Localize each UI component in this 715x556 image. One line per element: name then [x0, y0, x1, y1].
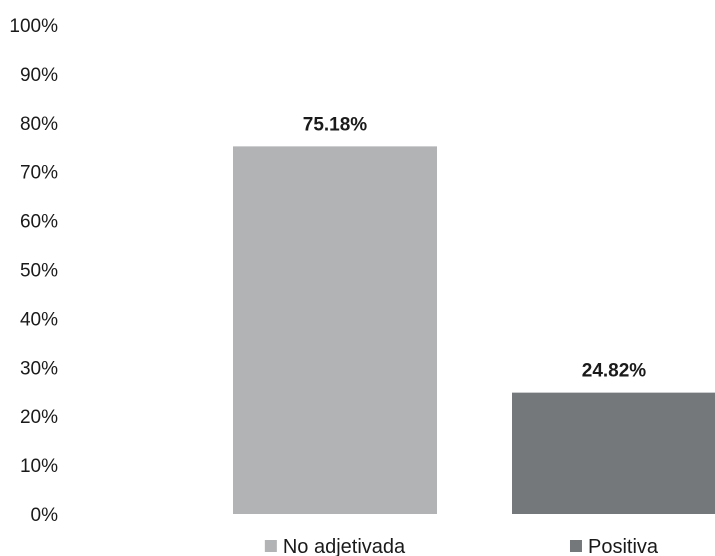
data-labels: 75.18% 24.82% [303, 114, 647, 381]
legend-label: No adjetivada [283, 536, 406, 556]
legend-swatch [264, 540, 277, 552]
y-tick-label: 30% [20, 358, 58, 379]
legend-item: Positiva [569, 536, 659, 556]
legend: No adjetivada Positiva [264, 536, 659, 556]
legend-item: No adjetivada [264, 536, 406, 556]
y-tick-label: 90% [20, 65, 58, 86]
y-tick-label: 40% [20, 309, 58, 330]
y-tick-label: 70% [20, 163, 58, 184]
legend-label: Positiva [588, 536, 659, 556]
y-tick-label: 80% [20, 114, 58, 135]
y-tick-label: 50% [20, 261, 58, 282]
y-tick-label: 100% [9, 16, 58, 37]
y-tick-label: 60% [20, 212, 58, 233]
bar-positiva [512, 392, 715, 514]
bar-no-adjetivada [233, 146, 437, 514]
y-axis: 0% 10% 20% 30% 40% 50% 60% 70% 80% 90% 100% [9, 16, 58, 526]
y-tick-label: 20% [20, 407, 58, 428]
y-tick-label: 0% [31, 505, 59, 526]
legend-swatch [569, 540, 582, 552]
bars [233, 146, 715, 514]
data-label: 24.82% [582, 361, 647, 382]
data-label: 75.18% [303, 114, 368, 135]
y-tick-label: 10% [20, 456, 58, 477]
